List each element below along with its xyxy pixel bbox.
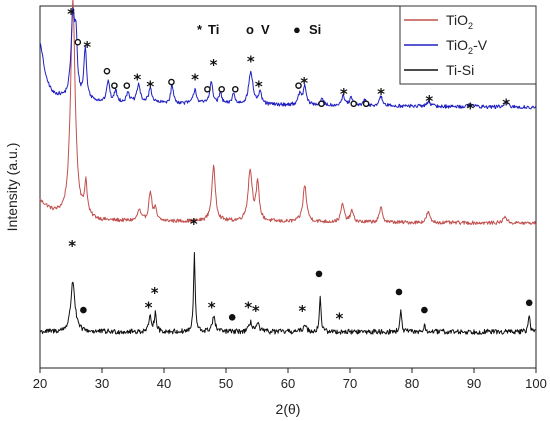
y-axis-title: Intensity (a.u.) <box>4 143 20 232</box>
marker-legend: * Ti o V ● Si <box>197 22 321 37</box>
ti-peak-marker: * <box>336 309 344 327</box>
ti-peak-marker: * <box>83 38 91 56</box>
ti-peak-marker: * <box>252 302 260 320</box>
ti-peak-marker: * <box>151 284 159 302</box>
v-peak-marker <box>350 100 358 108</box>
ti-peak-marker: * <box>208 298 216 316</box>
v-peak-marker <box>111 82 118 89</box>
x-tick-label: 30 <box>95 376 109 391</box>
si-peak-marker <box>228 314 236 321</box>
x-tick-label: 70 <box>343 376 357 391</box>
legend-label-tio2: TiO2 <box>446 12 473 31</box>
series-legend: TiO2 TiO2-V Ti-Si <box>399 5 537 85</box>
ti-peak-marker: * <box>300 74 308 92</box>
si-peak-marker <box>525 299 533 307</box>
x-tick-label: 40 <box>157 376 171 391</box>
ti-peak-marker: * <box>68 237 76 255</box>
v-peak-marker <box>295 82 302 89</box>
ti-peak-marker: * <box>67 5 75 23</box>
series-layer <box>39 0 537 335</box>
v-peak-marker <box>123 82 131 89</box>
ti-peak-marker: * <box>244 298 252 316</box>
marker-legend-si-label: Si <box>309 22 321 37</box>
legend-label-tio2-v: TiO2-V <box>446 37 488 56</box>
v-peak-marker <box>318 100 325 108</box>
v-peak-marker <box>218 85 225 93</box>
v-peak-marker <box>74 38 82 46</box>
x-tick-label: 100 <box>525 376 547 391</box>
marker-legend-ti-label: Ti <box>208 22 219 37</box>
x-tick-label: 90 <box>467 376 481 391</box>
peak-markers: *** * ** ** ** * * * ****** * * * * <box>67 5 533 327</box>
marker-legend-si-symbol: ● <box>293 22 301 37</box>
ti-peak-marker: * <box>377 85 385 103</box>
ti-peak-marker: * <box>425 92 433 110</box>
ti-peak-marker: * <box>145 298 153 316</box>
ti-peak-marker: * <box>502 96 510 114</box>
si-peak-marker <box>315 270 323 278</box>
legend-label-ti-si: Ti-Si <box>446 62 474 78</box>
ti-peak-marker: * <box>255 78 263 96</box>
marker-legend-ti-symbol: * <box>197 22 203 37</box>
ti-peak-marker: * <box>247 52 255 70</box>
ti-peak-marker: * <box>466 99 474 117</box>
marker-legend-v-label: V <box>261 22 270 37</box>
x-axis: 20 30 40 50 60 70 80 90 100 <box>33 368 547 391</box>
x-tick-label: 60 <box>281 376 295 391</box>
x-axis-title: 2(θ) <box>276 401 301 417</box>
si-peak-marker <box>421 306 428 314</box>
marker-legend-v-symbol: o <box>246 22 254 37</box>
ti-peak-marker: * <box>146 78 154 96</box>
series-line-1 <box>39 7 537 110</box>
ti-peak-marker: * <box>191 70 199 88</box>
v-peak-marker <box>103 67 111 75</box>
si-peak-marker <box>395 288 403 296</box>
si-peak-marker <box>80 306 87 314</box>
x-tick-label: 80 <box>405 376 419 391</box>
ti-peak-marker: * <box>133 70 141 88</box>
v-peak-marker <box>204 85 211 93</box>
ti-peak-marker: * <box>298 302 306 320</box>
ti-peak-marker: * <box>210 56 218 74</box>
v-peak-marker <box>168 78 175 86</box>
v-peak-marker <box>231 85 239 93</box>
ti-peak-marker: * <box>340 85 348 103</box>
series-line-2 <box>39 252 537 335</box>
v-peak-marker <box>362 100 370 108</box>
x-tick-label: 20 <box>33 376 47 391</box>
ti-peak-marker: * <box>190 215 198 233</box>
x-tick-label: 50 <box>219 376 233 391</box>
series-line-0 <box>39 0 537 226</box>
